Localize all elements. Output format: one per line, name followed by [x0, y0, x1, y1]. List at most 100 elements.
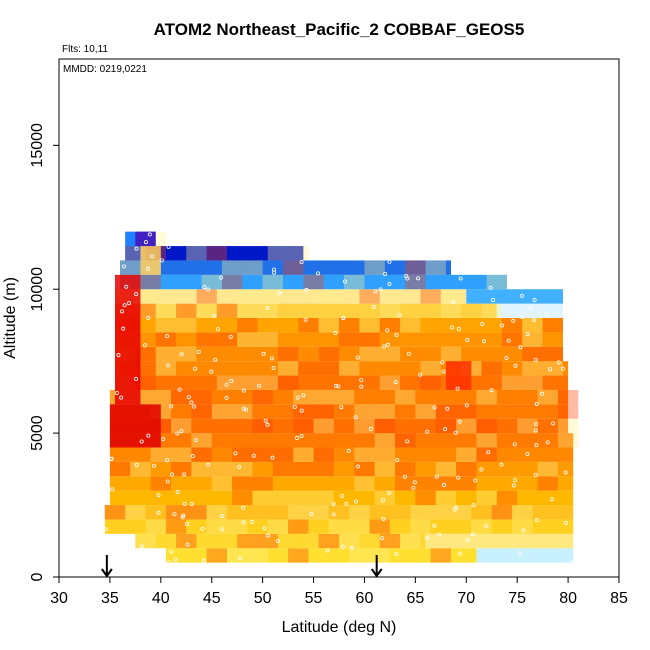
- sample-point: [480, 322, 485, 327]
- heatmap-cell: [379, 533, 401, 549]
- sample-point: [216, 327, 221, 332]
- sample-point: [121, 326, 126, 331]
- sample-point: [473, 478, 478, 483]
- sample-point: [219, 275, 224, 280]
- sample-point: [359, 378, 364, 383]
- sample-point: [294, 436, 299, 441]
- sample-point: [521, 528, 526, 533]
- heatmap-band: [109, 404, 569, 419]
- flight-arrow-head: [370, 568, 383, 578]
- sample-point: [393, 380, 398, 385]
- heatmap-cell: [252, 476, 273, 491]
- sample-point: [412, 480, 417, 485]
- heatmap-cell: [186, 246, 207, 261]
- heatmap-cell: [359, 289, 380, 304]
- heatmap-cell: [277, 361, 299, 376]
- heatmap-cell: [221, 274, 243, 290]
- heatmap-cell: [206, 519, 227, 534]
- heatmap-cell: [435, 404, 457, 419]
- heatmap-cell: [379, 375, 401, 390]
- heatmap-band: [109, 433, 574, 448]
- heatmap-cell: [145, 519, 166, 534]
- heatmap-cell: [374, 418, 395, 434]
- sample-point: [166, 244, 171, 249]
- sample-point: [166, 363, 171, 368]
- sample-point: [549, 497, 554, 502]
- sample-point: [387, 282, 392, 287]
- heatmap-band: [104, 519, 574, 534]
- heatmap-cell: [435, 461, 457, 477]
- sample-point: [143, 240, 148, 245]
- heatmap-cell: [252, 418, 273, 434]
- sample-point: [193, 366, 198, 371]
- sample-point: [309, 512, 314, 517]
- sample-point: [179, 352, 184, 357]
- sample-point: [184, 522, 189, 527]
- heatmap-cell: [359, 318, 380, 333]
- heatmap-cell: [293, 418, 314, 434]
- sample-point: [301, 393, 306, 398]
- flights-annotation: Flts: 10,11: [62, 44, 108, 55]
- sample-point: [103, 527, 108, 532]
- sample-point: [519, 314, 524, 319]
- heatmap-hotspot: [140, 246, 161, 275]
- sample-point: [121, 264, 126, 269]
- heatmap-cell: [313, 404, 334, 419]
- heatmap-cell: [191, 404, 212, 419]
- sample-point: [139, 544, 144, 549]
- sample-point: [533, 472, 538, 477]
- sample-point: [359, 384, 364, 389]
- sample-point: [489, 388, 494, 393]
- heatmap-cell: [171, 447, 192, 462]
- sample-point: [544, 312, 549, 317]
- heatmap-cell: [557, 404, 579, 419]
- heatmap-cell: [150, 476, 171, 491]
- sample-point: [506, 338, 511, 343]
- sample-point: [266, 533, 271, 538]
- sample-point: [333, 331, 338, 336]
- sample-point: [134, 462, 139, 467]
- sample-point: [303, 317, 308, 322]
- x-tick-label: 50: [254, 590, 272, 607]
- heatmap-cell: [328, 519, 350, 534]
- sample-point: [570, 560, 575, 565]
- sample-point: [295, 395, 300, 400]
- sample-point: [233, 451, 238, 456]
- sample-point: [440, 360, 445, 365]
- heatmap-cell: [232, 476, 253, 491]
- heatmap-cell: [272, 447, 294, 462]
- heatmap-cell: [481, 361, 502, 376]
- heatmap-cell: [272, 490, 294, 506]
- y-tick-label: 15000: [29, 123, 46, 168]
- heatmap-cell: [283, 260, 304, 275]
- heatmap-cell: [257, 332, 278, 347]
- sample-point: [238, 556, 243, 561]
- heatmap-cell: [211, 404, 233, 419]
- heatmap-cell: [130, 461, 151, 477]
- sample-point: [334, 383, 339, 388]
- sample-point: [385, 342, 390, 347]
- x-axis: 30 35 40 45 50 55 60 65 70 75 80 85: [50, 577, 628, 607]
- heatmap-cell: [339, 318, 360, 333]
- sample-point: [387, 259, 392, 264]
- x-tick-label: 60: [356, 590, 374, 607]
- heatmap-cell: [435, 490, 457, 506]
- sample-point: [126, 301, 131, 306]
- heatmap-cell: [288, 519, 309, 534]
- heatmap-cell: [359, 332, 380, 347]
- heatmap-cell: [456, 461, 477, 477]
- heatmap-cell: [542, 346, 563, 362]
- heatmap-cell: [501, 332, 523, 347]
- heatmap-cell: [232, 404, 253, 419]
- sample-point: [243, 407, 248, 412]
- sample-point: [512, 442, 517, 447]
- heatmap-cell: [150, 447, 171, 462]
- sample-point: [179, 429, 184, 434]
- sample-point: [241, 388, 246, 393]
- heatmap-cell: [257, 533, 278, 549]
- sample-point: [194, 438, 199, 443]
- sample-point: [170, 472, 175, 477]
- sample-point: [220, 513, 225, 518]
- sample-point: [533, 357, 538, 362]
- x-tick-label: 75: [508, 590, 526, 607]
